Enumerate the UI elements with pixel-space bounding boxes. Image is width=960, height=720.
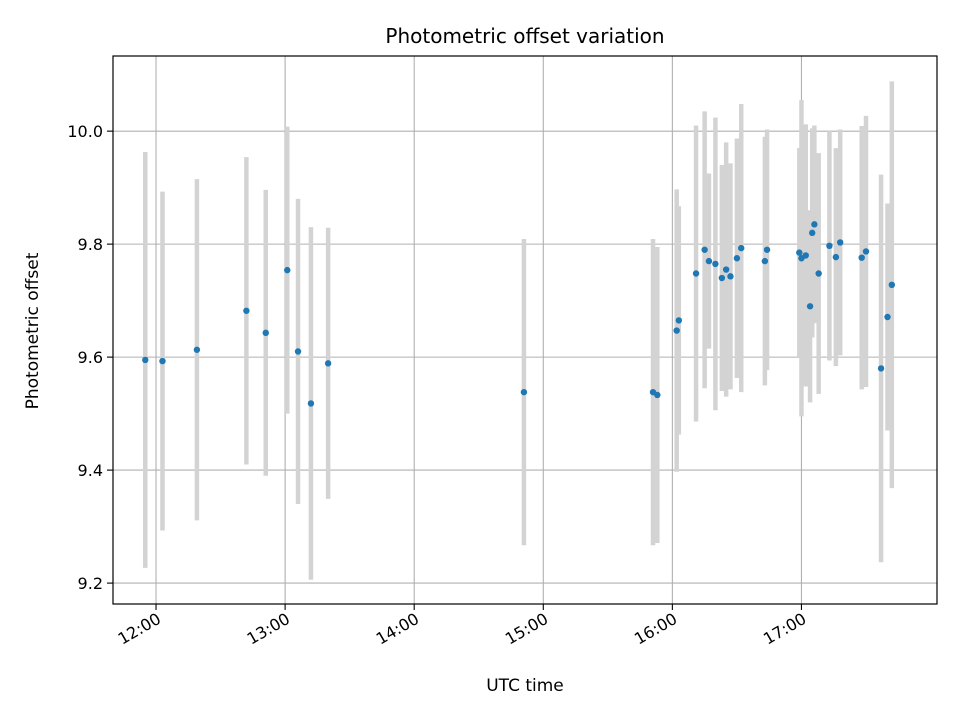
data-point [815,270,822,277]
data-point [738,244,745,252]
data-point [884,313,891,321]
chart-title: Photometric offset variation [385,24,664,48]
data-point [692,270,700,277]
data-point [806,303,814,310]
data-point [718,274,726,282]
data-point [733,255,741,262]
data-point [324,360,332,367]
data-point [705,257,713,265]
y-tick-label: 10.0 [67,122,103,141]
data-point [701,246,708,253]
data-point [802,252,809,259]
data-point [159,357,166,365]
data-point [836,239,844,246]
data-point [712,260,719,268]
data-point [727,273,734,280]
data-point [193,346,201,353]
data-point [809,229,816,237]
plot-frame [112,55,938,605]
y-tick-label: 9.6 [78,348,103,367]
data-point [811,221,818,228]
data-point [888,281,896,289]
data-point [675,317,683,324]
data-point [862,248,870,255]
data-point [858,254,865,261]
data-point [826,242,833,250]
data-point [243,307,250,314]
data-point [763,246,771,253]
y-tick-label: 9.8 [78,235,103,254]
data-point [673,327,680,334]
y-axis-label: Photometric offset [23,252,43,409]
data-point [520,388,528,396]
data-point [294,348,302,355]
data-point [307,400,315,407]
x-axis-label: UTC time [486,676,564,696]
data-point [142,356,149,364]
data-point [761,257,769,265]
data-point [722,266,730,273]
data-point [832,253,840,261]
data-point [877,365,885,372]
y-axis: 9.2 9.4 9.6 9.8 10.0 [67,122,113,593]
y-tick-label: 9.4 [78,461,103,480]
data-point [796,249,803,256]
data-point [262,329,269,337]
data-points [142,221,896,407]
y-tick-label: 9.2 [78,574,103,593]
data-point [284,266,291,274]
data-point [654,391,661,399]
